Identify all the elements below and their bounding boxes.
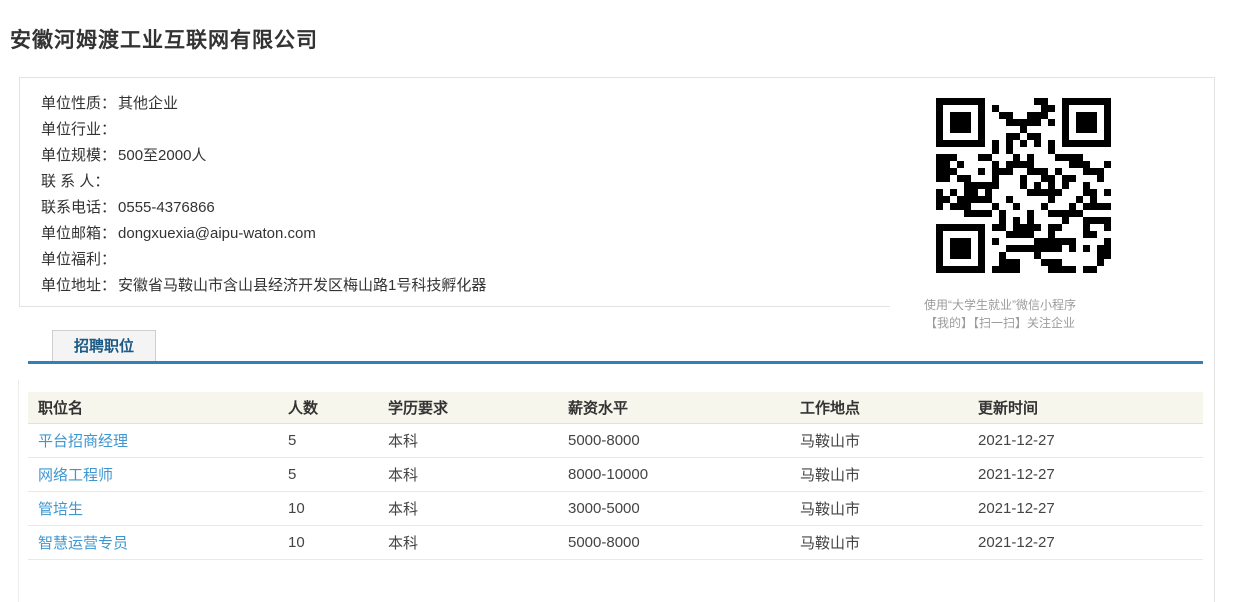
info-field-label: 单位行业： — [41, 121, 117, 138]
job-updated-cell: 2021-12-27 — [968, 525, 1203, 560]
jobs-table-header-cell: 学历要求 — [378, 392, 558, 424]
job-education-cell: 本科 — [378, 457, 558, 492]
company-info-panel: 单位性质： 其他企业 单位行业： 单位规模： 500至2000人 联 系 人： 联系… — [19, 77, 1214, 307]
info-field-label: 单位福利： — [41, 251, 117, 268]
info-field-value: 0555-4376866 — [118, 199, 215, 216]
job-name-cell: 管培生 — [28, 491, 278, 526]
job-row: 管培生 10 本科 3000-5000 马鞍山市 2021-12-27 — [28, 491, 1203, 526]
jobs-table-header-cell: 更新时间 — [968, 392, 1203, 424]
qr-code — [933, 95, 1114, 279]
info-field-value: dongxuexia@aipu-waton.com — [118, 225, 316, 242]
job-education-cell: 本科 — [378, 423, 558, 458]
job-name-link[interactable]: 管培生 — [38, 500, 84, 518]
info-panel-bottom-divider — [20, 306, 890, 307]
job-salary-cell: 5000-8000 — [558, 423, 790, 458]
content-left-border — [18, 380, 19, 602]
job-location-cell: 马鞍山市 — [790, 491, 968, 526]
info-field-value: 500至2000人 — [118, 147, 207, 164]
page-title: 安徽河姆渡工业互联网有限公司 — [10, 29, 318, 52]
tab-recruiting-positions[interactable]: 招聘职位 — [52, 330, 157, 364]
jobs-table-header-cell: 工作地点 — [790, 392, 968, 424]
qr-caption: 使用“大学生就业”微信小程序 【我的】【扫一扫】关注企业 — [880, 296, 1120, 332]
jobs-table-header-cell: 职位名 — [28, 392, 278, 424]
job-location-cell: 马鞍山市 — [790, 525, 968, 560]
info-field-value: 其他企业 — [118, 95, 179, 112]
job-salary-cell: 3000-5000 — [558, 491, 790, 526]
job-updated-cell: 2021-12-27 — [968, 457, 1203, 492]
jobs-table-body: 平台招商经理 5 本科 5000-8000 马鞍山市 2021-12-27 网络… — [28, 423, 1203, 560]
info-field-row: 单位性质： 其他企业 — [41, 91, 486, 117]
company-info-fields: 单位性质： 其他企业 单位行业： 单位规模： 500至2000人 联 系 人： 联系… — [41, 91, 486, 299]
job-row: 智慧运营专员 10 本科 5000-8000 马鞍山市 2021-12-27 — [28, 525, 1203, 560]
job-education-cell: 本科 — [378, 491, 558, 526]
job-updated-cell: 2021-12-27 — [968, 491, 1203, 526]
jobs-table: 职位名 人数 学历要求 薪资水平 工作地点 更新时间 平台招商经理 5 — [28, 392, 1203, 560]
info-field-row: 单位地址： 安徽省马鞍山市含山县经济开发区梅山路1号科技孵化器 — [41, 273, 486, 299]
info-field-row: 单位邮箱： dongxuexia@aipu-waton.com — [41, 221, 486, 247]
content-right-border — [1214, 77, 1215, 602]
info-field-label: 联系电话： — [41, 199, 117, 216]
job-count-cell: 5 — [278, 423, 378, 458]
tab-bar-underline — [28, 361, 1203, 364]
job-education-cell: 本科 — [378, 525, 558, 560]
job-row: 平台招商经理 5 本科 5000-8000 马鞍山市 2021-12-27 — [28, 423, 1203, 458]
info-field-row: 单位福利： — [41, 247, 486, 273]
info-field-row: 单位行业： — [41, 117, 486, 143]
job-salary-cell: 5000-8000 — [558, 525, 790, 560]
job-salary-cell: 8000-10000 — [558, 457, 790, 492]
job-location-cell: 马鞍山市 — [790, 423, 968, 458]
qr-caption-line2: 【我的】【扫一扫】关注企业 — [924, 316, 1075, 330]
job-count-cell: 10 — [278, 525, 378, 560]
job-updated-cell: 2021-12-27 — [968, 423, 1203, 458]
job-row: 网络工程师 5 本科 8000-10000 马鞍山市 2021-12-27 — [28, 457, 1203, 492]
job-name-link[interactable]: 智慧运营专员 — [38, 534, 129, 552]
info-field-label: 单位规模： — [41, 147, 117, 164]
jobs-table-header-row: 职位名 人数 学历要求 薪资水平 工作地点 更新时间 — [28, 392, 1203, 424]
jobs-table-header-cell: 薪资水平 — [558, 392, 790, 424]
job-count-cell: 5 — [278, 457, 378, 492]
job-name-cell: 平台招商经理 — [28, 423, 278, 458]
info-field-row: 联 系 人： — [41, 169, 486, 195]
jobs-table-header-cell: 人数 — [278, 392, 378, 424]
info-field-row: 联系电话： 0555-4376866 — [41, 195, 486, 221]
job-count-cell: 10 — [278, 491, 378, 526]
qr-caption-line1: 使用“大学生就业”微信小程序 — [924, 298, 1076, 312]
info-field-label: 单位邮箱： — [41, 225, 117, 242]
job-name-cell: 网络工程师 — [28, 457, 278, 492]
info-field-label: 单位地址： — [41, 277, 117, 294]
info-field-row: 单位规模： 500至2000人 — [41, 143, 486, 169]
job-name-link[interactable]: 网络工程师 — [38, 466, 114, 484]
job-location-cell: 马鞍山市 — [790, 457, 968, 492]
job-name-link[interactable]: 平台招商经理 — [38, 432, 129, 450]
info-field-label: 联 系 人： — [41, 173, 110, 190]
info-field-value: 安徽省马鞍山市含山县经济开发区梅山路1号科技孵化器 — [118, 277, 487, 294]
job-name-cell: 智慧运营专员 — [28, 525, 278, 560]
info-field-label: 单位性质： — [41, 95, 117, 112]
